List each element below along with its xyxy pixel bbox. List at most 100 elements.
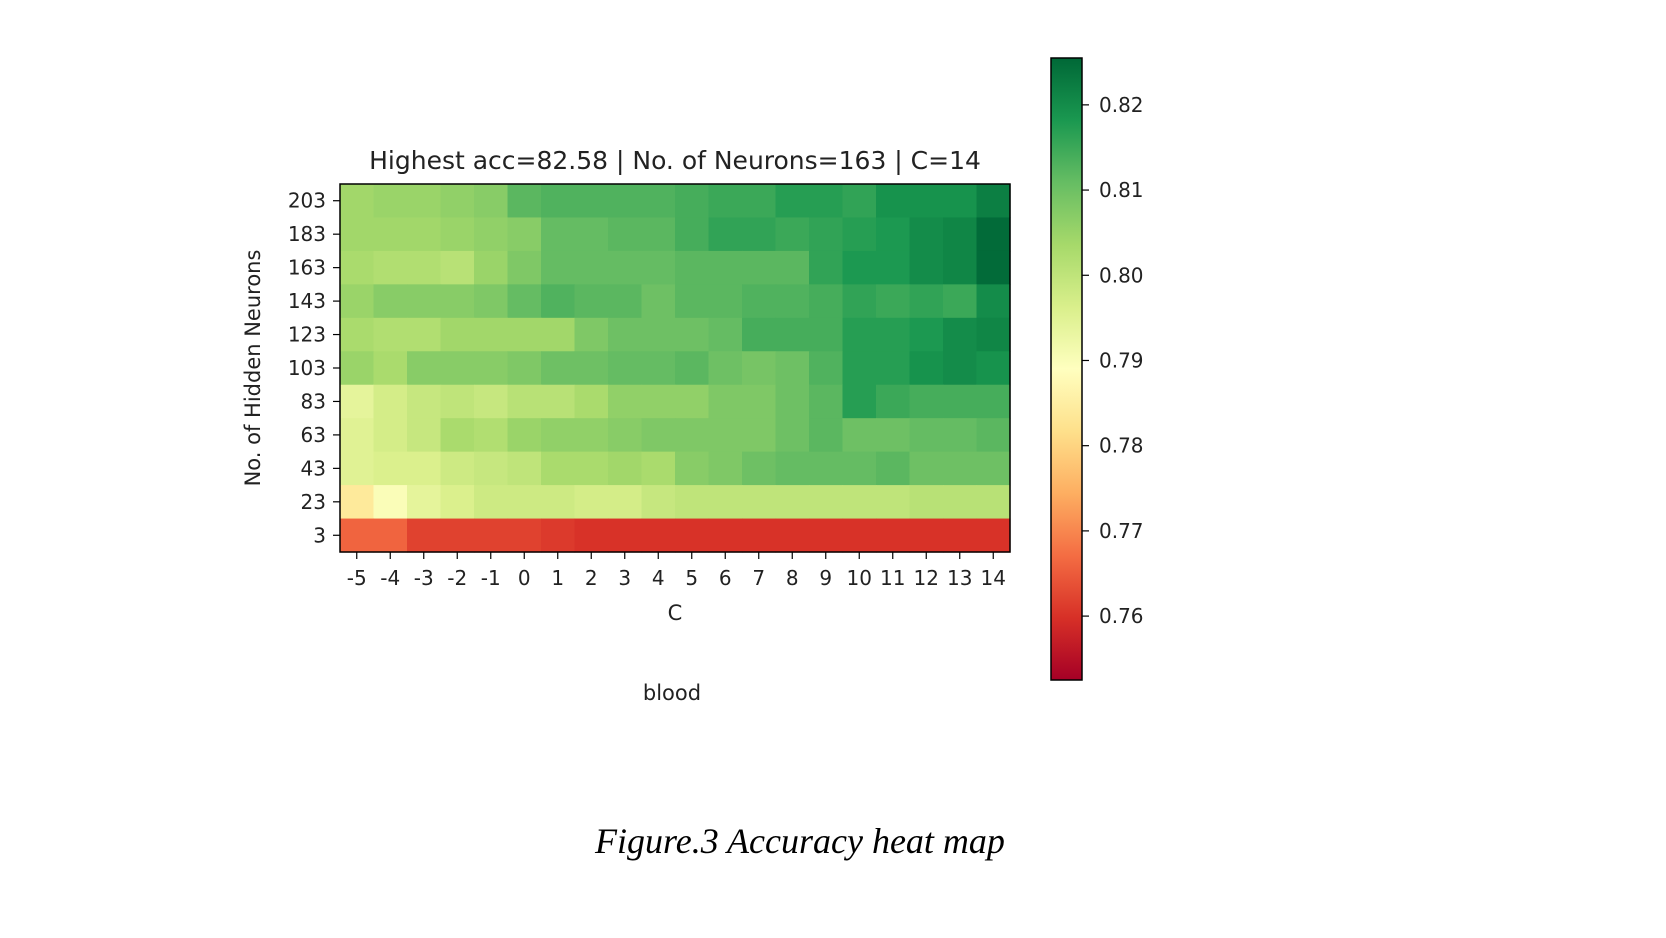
heatmap-cell: [708, 418, 743, 453]
heatmap-cell: [440, 518, 475, 553]
heatmap-cell: [909, 317, 944, 352]
heatmap-cell: [608, 317, 643, 352]
heatmap-cell: [474, 384, 509, 419]
heatmap-cell: [474, 284, 509, 319]
heatmap-cell: [742, 451, 777, 486]
heatmap-cell: [608, 451, 643, 486]
x-tick-label: -2: [447, 566, 467, 590]
x-tick-label: -1: [481, 566, 501, 590]
heatmap-cell: [608, 250, 643, 285]
heatmap-cell: [708, 351, 743, 386]
heatmap-cell: [407, 451, 442, 486]
heatmap-cell: [474, 485, 509, 520]
heatmap-cell: [541, 485, 576, 520]
heatmap-cell: [708, 217, 743, 252]
heatmap-cell: [876, 485, 911, 520]
heatmap-cell: [708, 518, 743, 553]
heatmap-cell: [507, 184, 542, 219]
y-tick-label: 83: [301, 389, 326, 413]
heatmap-cell: [641, 518, 676, 553]
heatmap-cell: [474, 351, 509, 386]
heatmap-cell: [909, 250, 944, 285]
heatmap-cell: [440, 317, 475, 352]
heatmap-cell: [909, 451, 944, 486]
heatmap-cell: [842, 184, 877, 219]
heatmap-cell: [742, 418, 777, 453]
x-tick-label: 12: [914, 566, 939, 590]
y-tick-label: 143: [288, 289, 326, 313]
heatmap-cell: [976, 250, 1011, 285]
y-tick-label: 163: [288, 256, 326, 280]
x-tick-label: 3: [618, 566, 631, 590]
heatmap-cell: [809, 418, 844, 453]
heatmap-cell: [742, 284, 777, 319]
heatmap-cell: [708, 250, 743, 285]
x-tick-label: 13: [947, 566, 972, 590]
heatmap-cell: [708, 284, 743, 319]
heatmap-cell: [708, 184, 743, 219]
heatmap-cell: [943, 451, 978, 486]
heatmap-cell: [608, 384, 643, 419]
heatmap-cell: [340, 250, 375, 285]
heatmap-cell: [943, 518, 978, 553]
heatmap-cell: [641, 485, 676, 520]
colorbar-tick-label: 0.78: [1099, 434, 1144, 458]
heatmap-cell: [909, 351, 944, 386]
heatmap-cell: [474, 250, 509, 285]
heatmap-cell: [641, 217, 676, 252]
x-tick-label: 5: [685, 566, 698, 590]
heatmap-cell: [675, 317, 710, 352]
heatmap-cell: [641, 184, 676, 219]
heatmap-cell: [440, 485, 475, 520]
heatmap-cell: [708, 317, 743, 352]
heatmap-cell: [876, 451, 911, 486]
heatmap-cell: [742, 351, 777, 386]
heatmap-cell: [340, 485, 375, 520]
heatmap-cell: [909, 418, 944, 453]
colorbar-tick-label: 0.81: [1099, 178, 1144, 202]
heatmap-cell: [675, 418, 710, 453]
heatmap-cell: [876, 217, 911, 252]
heatmap-cell: [373, 518, 408, 553]
x-tick-label: -3: [414, 566, 434, 590]
heatmap-cell: [440, 250, 475, 285]
heatmap-cell: [842, 451, 877, 486]
y-tick-label: 3: [313, 523, 326, 547]
heatmap-cell: [608, 284, 643, 319]
x-axis-label: C: [668, 601, 683, 625]
heatmap-cell: [742, 384, 777, 419]
heatmap-cell: [742, 485, 777, 520]
heatmap-cell: [608, 351, 643, 386]
heatmap-cell: [440, 284, 475, 319]
x-tick-label: 11: [880, 566, 905, 590]
heatmap-cell: [909, 284, 944, 319]
heatmap-cell: [541, 351, 576, 386]
x-tick-label: 8: [786, 566, 799, 590]
heatmap-cell: [440, 451, 475, 486]
y-axis-label: No. of Hidden Neurons: [241, 250, 265, 487]
heatmap-cell: [775, 485, 810, 520]
heatmap-cell: [340, 184, 375, 219]
heatmap-cell: [340, 451, 375, 486]
heatmap-cell: [675, 485, 710, 520]
heatmap-cell: [976, 384, 1011, 419]
heatmap-cell: [775, 250, 810, 285]
colorbar-tick-label: 0.76: [1099, 604, 1144, 628]
heatmap-cell: [809, 384, 844, 419]
heatmap-cell: [842, 485, 877, 520]
heatmap-cell: [708, 485, 743, 520]
heatmap-cell: [608, 217, 643, 252]
heatmap-cell: [943, 485, 978, 520]
heatmap-cell: [675, 184, 710, 219]
heatmap-cell: [675, 284, 710, 319]
heatmap-cell: [440, 418, 475, 453]
heatmap-cell: [909, 384, 944, 419]
heatmap-cell: [507, 451, 542, 486]
heatmap-cell: [541, 418, 576, 453]
x-tick-label: 9: [819, 566, 832, 590]
heatmap-cell: [340, 418, 375, 453]
y-tick-label: 103: [288, 356, 326, 380]
heatmap-cell: [608, 184, 643, 219]
heatmap-cell: [876, 518, 911, 553]
heatmap-cell: [641, 418, 676, 453]
